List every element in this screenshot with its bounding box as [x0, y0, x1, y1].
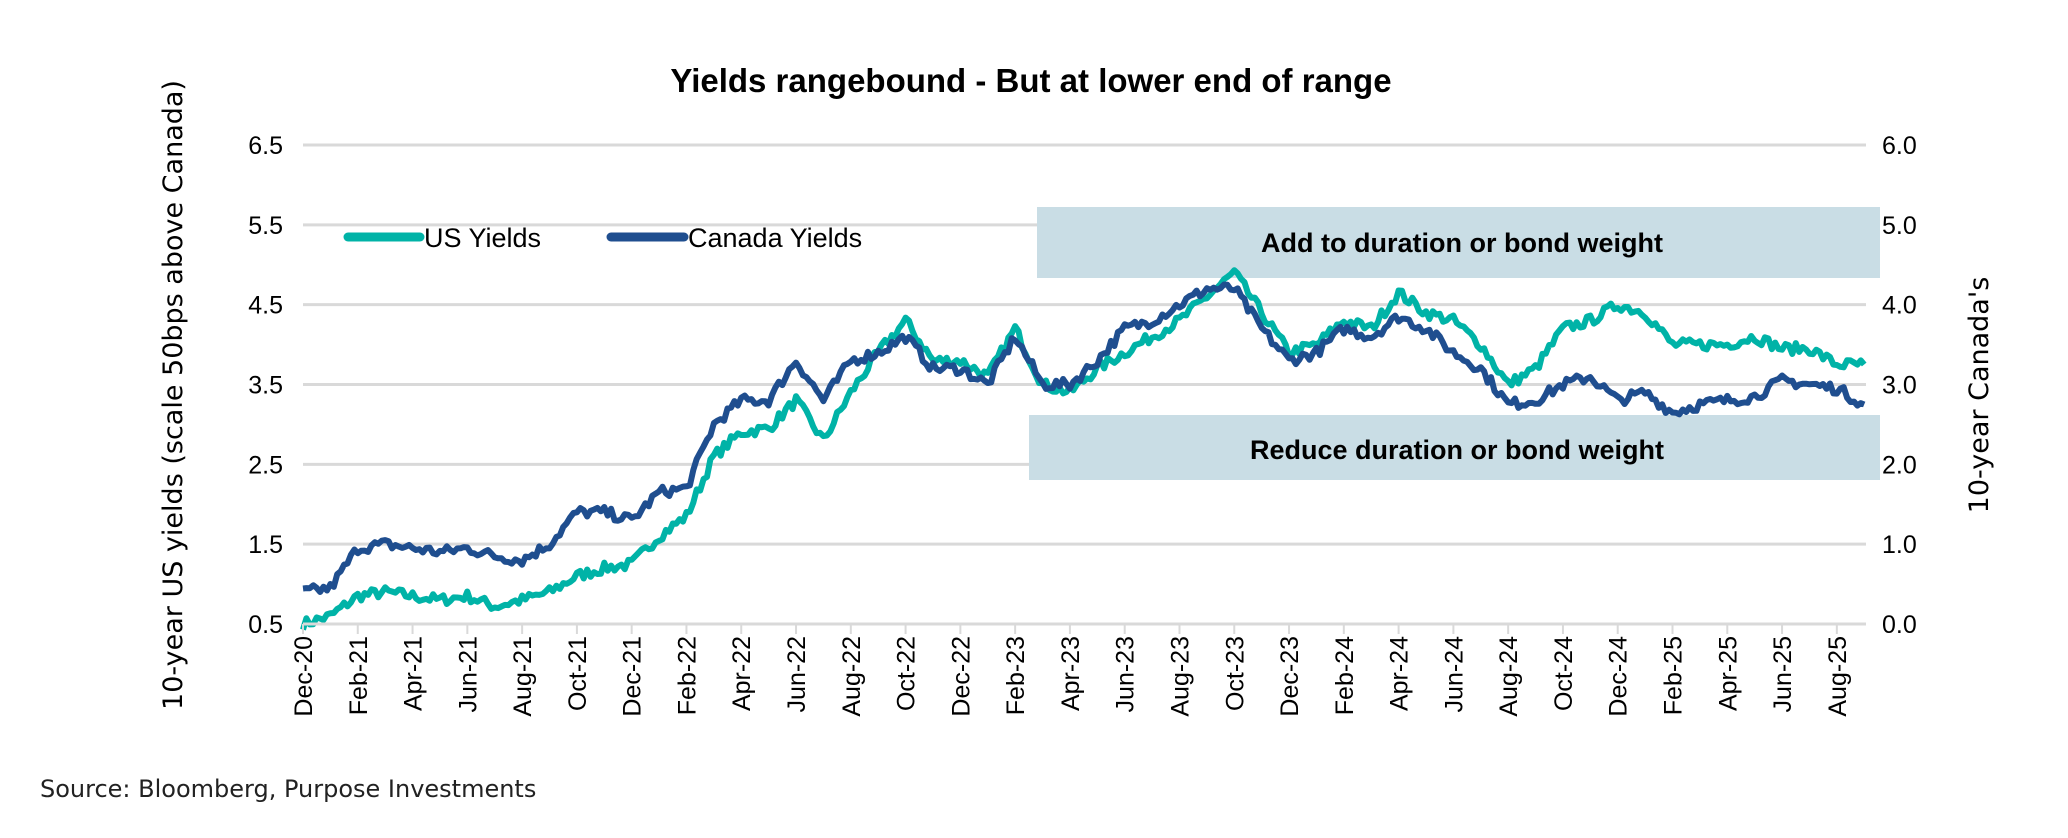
y-left-tick-label: 2.5 — [248, 451, 283, 479]
y-left-tick-label: 0.5 — [248, 611, 283, 639]
x-tick-label: Apr-21 — [400, 636, 428, 711]
x-tick-label: Jun-22 — [783, 636, 811, 712]
x-tick-label: Aug-22 — [838, 636, 866, 717]
x-tick-label: Feb-23 — [1002, 636, 1030, 715]
x-tick-label: Jun-21 — [454, 636, 482, 712]
y-right-tick-label: 2.0 — [1882, 451, 1917, 479]
y-left-tick-label: 5.5 — [248, 212, 283, 240]
series-line-us — [300, 267, 1867, 631]
series-line-canada — [302, 281, 1866, 595]
y-left-tick-label: 1.5 — [248, 531, 283, 559]
x-tick-label: Jun-25 — [1769, 636, 1797, 712]
x-tick-label: Apr-24 — [1386, 636, 1414, 711]
x-tick-label: Apr-22 — [728, 636, 756, 711]
x-tick-label: Aug-25 — [1824, 636, 1852, 717]
chart-title: Yields rangebound - But at lower end of … — [670, 62, 1391, 99]
y-left-tick-label: 3.5 — [248, 372, 283, 400]
y-right-tick-label: 6.0 — [1882, 132, 1917, 160]
x-tick-label: Feb-22 — [673, 636, 701, 715]
annotation-reduce: Reduce duration or bond weight — [1250, 435, 1664, 465]
y-left-tick-label: 4.5 — [248, 292, 283, 320]
annotation-box-add — [1037, 207, 1880, 278]
y-right-tick-label: 0.0 — [1882, 611, 1917, 639]
y-right-tick-label: 3.0 — [1882, 372, 1917, 400]
legend: US Yields Canada Yields — [343, 223, 862, 253]
x-tick-label: Aug-21 — [509, 636, 537, 717]
y-axis-left-title: 10-year US yields (scale 50bps above Can… — [158, 80, 189, 710]
x-axis-ticks: Dec-20 Feb-21 Apr-21 Jun-21 Aug-21 Oct-21 Dec-… — [290, 624, 1852, 717]
annotation-box-reduce — [1029, 415, 1880, 480]
y-axis-right-title: 10-year Canada's — [1964, 277, 1995, 514]
x-tick-label: Dec-20 — [290, 636, 318, 717]
x-tick-label: Oct-21 — [564, 636, 592, 711]
source-note: Source: Bloomberg, Purpose Investments — [40, 775, 536, 803]
legend-label-us: US Yields — [424, 223, 541, 253]
series-lines — [300, 267, 1867, 631]
x-tick-label: Feb-21 — [345, 636, 373, 715]
y-right-tick-label: 1.0 — [1882, 531, 1917, 559]
x-tick-label: Jun-23 — [1112, 636, 1140, 712]
x-tick-label: Feb-24 — [1331, 636, 1359, 715]
x-tick-label: Apr-25 — [1714, 636, 1742, 711]
x-tick-label: Oct-24 — [1550, 636, 1578, 711]
y-axis-right-ticks: 0.0 1.0 2.0 3.0 4.0 5.0 6.0 — [1882, 132, 1917, 639]
x-tick-label: Aug-24 — [1495, 636, 1523, 717]
x-tick-label: Jun-24 — [1440, 636, 1468, 713]
x-tick-label: Dec-21 — [619, 636, 647, 717]
gridlines — [303, 143, 1866, 546]
x-tick-label: Aug-23 — [1166, 636, 1194, 717]
x-tick-label: Apr-23 — [1057, 636, 1085, 711]
x-tick-label: Oct-22 — [893, 636, 921, 711]
legend-label-canada: Canada Yields — [688, 223, 862, 253]
x-tick-label: Oct-23 — [1221, 636, 1249, 711]
y-right-tick-label: 5.0 — [1882, 212, 1917, 240]
y-right-tick-label: 4.0 — [1882, 292, 1917, 320]
x-tick-label: Dec-22 — [947, 636, 975, 717]
x-tick-label: Dec-24 — [1605, 636, 1633, 717]
x-tick-label: Feb-25 — [1660, 636, 1688, 715]
y-left-tick-label: 6.5 — [248, 132, 283, 160]
annotation-add: Add to duration or bond weight — [1261, 228, 1663, 258]
y-axis-left-ticks: 0.5 1.5 2.5 3.5 4.5 5.5 6.5 — [248, 132, 283, 639]
x-tick-label: Dec-23 — [1276, 636, 1304, 717]
